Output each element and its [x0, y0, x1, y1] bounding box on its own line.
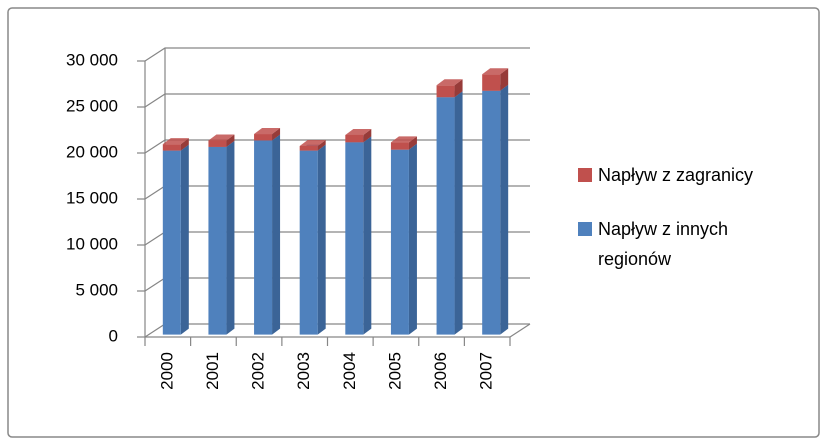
bar-side — [180, 144, 189, 335]
legend-label: Napływ z innych regionów — [598, 219, 729, 269]
legend: Napływ z zagranicy Napływ z innych region… — [578, 160, 808, 298]
bar — [254, 134, 273, 141]
grid-line — [144, 93, 530, 108]
x-tick-label: 2001 — [203, 352, 222, 390]
bar — [254, 140, 273, 335]
bar-side — [363, 128, 372, 143]
bar-side — [408, 136, 417, 150]
x-tick-label: 2005 — [385, 352, 404, 390]
bar-top — [299, 140, 326, 146]
bar — [299, 150, 318, 335]
x-tick-label: 2006 — [431, 352, 450, 390]
grid-line — [144, 47, 530, 62]
bar-top — [482, 68, 509, 75]
bar — [436, 85, 455, 98]
y-tick-label: 5 000 — [75, 280, 118, 299]
axis-line — [509, 323, 531, 338]
x-tick-label: 2002 — [249, 352, 268, 390]
x-tick-label: 2003 — [294, 352, 313, 390]
bar — [299, 146, 318, 151]
bar-side — [226, 140, 235, 335]
bar-side — [363, 136, 372, 335]
bar-side — [500, 84, 509, 335]
x-tick-label: 2004 — [340, 352, 359, 390]
bar — [345, 142, 364, 335]
bar — [208, 140, 227, 147]
bar-top — [390, 136, 417, 143]
bar — [345, 134, 364, 143]
bar-top — [436, 79, 463, 86]
bar — [436, 97, 455, 335]
bar — [208, 146, 227, 335]
bar-side — [408, 143, 417, 335]
bar-side — [317, 144, 326, 335]
legend-swatch — [578, 222, 592, 236]
legend-swatch — [578, 168, 592, 182]
bar — [162, 144, 181, 151]
bar — [162, 150, 181, 335]
bar-side — [272, 128, 281, 141]
bar-top — [162, 138, 189, 145]
bar-side — [272, 134, 281, 335]
legend-label: Napływ z zagranicy — [598, 165, 754, 185]
legend-item: Napływ z innych regionów — [578, 214, 808, 274]
bar-side — [500, 68, 509, 91]
x-tick-label: 2007 — [477, 352, 496, 390]
bar-side — [317, 140, 326, 151]
bar — [482, 90, 501, 335]
bar-top — [208, 134, 235, 141]
bar — [482, 74, 501, 91]
bar — [390, 149, 409, 335]
y-tick-label: 15 000 — [66, 188, 118, 207]
bar-side — [454, 79, 463, 98]
y-tick-label: 10 000 — [66, 234, 118, 253]
legend-item: Napływ z zagranicy — [578, 160, 808, 190]
y-tick-label: 30 000 — [66, 50, 118, 69]
y-tick-label: 20 000 — [66, 142, 118, 161]
bar-top — [345, 128, 372, 135]
x-tick-label: 2000 — [157, 352, 176, 390]
y-tick-label: 25 000 — [66, 96, 118, 115]
bar-side — [180, 138, 189, 151]
bar-top — [254, 128, 281, 135]
bar-side — [454, 91, 463, 335]
bar-side — [226, 134, 235, 147]
bar — [390, 142, 409, 150]
y-tick-label: 0 — [109, 326, 118, 345]
